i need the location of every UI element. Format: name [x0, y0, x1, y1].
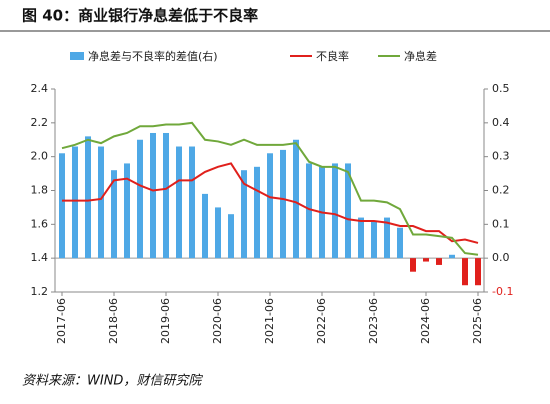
bar: [163, 132, 169, 259]
y-tick-label: 2.4: [31, 82, 49, 95]
x-tick-label: 2018-06: [107, 298, 120, 344]
y-tick-label: 2.0: [31, 150, 49, 163]
bar: [397, 227, 403, 259]
bar: [72, 146, 78, 259]
x-tick-label: 2023-06: [367, 298, 380, 344]
bar: [215, 207, 221, 259]
x-tick-label: 2019-06: [159, 298, 172, 344]
bar: [85, 136, 91, 259]
bar: [358, 217, 364, 259]
bar: [254, 166, 260, 259]
legend-label: 净息差与不良率的差值(右): [88, 49, 218, 63]
y-tick-label: 1.8: [31, 184, 49, 197]
bar: [293, 139, 299, 259]
bar: [150, 132, 156, 259]
bar: [436, 258, 442, 265]
x-tick-label: 2022-06: [315, 298, 328, 344]
bar: [384, 217, 390, 259]
x-tick-label: 2017-06: [55, 298, 68, 344]
bar: [475, 258, 481, 286]
bar: [462, 258, 468, 286]
bar: [59, 153, 65, 259]
bar: [449, 254, 455, 259]
x-tick-label: 2024-06: [419, 298, 432, 344]
bar: [202, 193, 208, 259]
y-tick-label: 2.2: [31, 116, 49, 129]
bar: [280, 149, 286, 259]
bar: [124, 163, 130, 259]
x-tick-label: 2021-06: [263, 298, 276, 344]
bar: [137, 139, 143, 259]
bar: [410, 258, 416, 272]
y-tick-label: 1.6: [31, 217, 49, 230]
bar: [306, 163, 312, 259]
bar: [98, 146, 104, 259]
y2-tick-label: 0.0: [492, 251, 510, 264]
y2-tick-label: 0.5: [492, 82, 510, 95]
bar: [241, 170, 247, 259]
bar: [228, 214, 234, 259]
bar: [371, 220, 377, 259]
x-tick-label: 2025-06: [471, 298, 484, 344]
y2-tick-label: -0.1: [492, 285, 513, 298]
bar: [423, 258, 429, 262]
bar: [176, 146, 182, 259]
legend-swatch: [70, 52, 84, 60]
bar: [267, 153, 273, 259]
bar: [345, 163, 351, 259]
y2-tick-label: 0.3: [492, 150, 510, 163]
bar: [111, 170, 117, 259]
y2-tick-label: 0.2: [492, 184, 510, 197]
y-tick-label: 1.2: [31, 285, 49, 298]
y2-tick-label: 0.1: [492, 217, 510, 230]
y2-tick-label: 0.4: [492, 116, 510, 129]
legend-label: 不良率: [316, 49, 349, 63]
legend-label: 净息差: [404, 49, 437, 63]
y-tick-label: 1.4: [31, 251, 49, 264]
chart-title: 图 40：商业银行净息差低于不良率: [22, 7, 258, 25]
bar: [189, 146, 195, 259]
source: 资料来源：WIND，财信研究院: [22, 373, 203, 389]
x-tick-label: 2020-06: [211, 298, 224, 344]
line: [61, 121, 479, 256]
bar: [332, 163, 338, 259]
